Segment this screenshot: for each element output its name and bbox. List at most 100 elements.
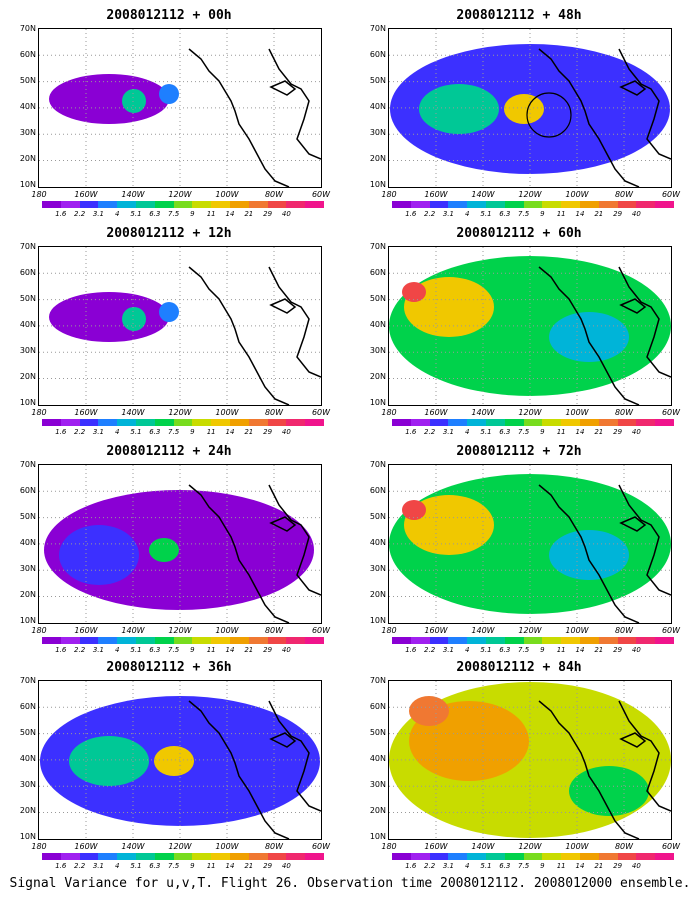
panel-title: 2008012112 + 24h xyxy=(106,444,232,459)
colorbar-swatch xyxy=(410,637,430,644)
colorbar-label: 14 xyxy=(575,646,585,654)
y-axis-label: 10N xyxy=(19,398,36,407)
y-axis-label: 70N xyxy=(19,460,36,469)
colorbar-swatch xyxy=(579,853,599,860)
x-axis-label: 60W xyxy=(311,842,331,851)
y-axis-label: 50N xyxy=(369,728,386,737)
colorbar-label: 4 xyxy=(464,428,470,436)
y-axis-label: 60N xyxy=(369,486,386,495)
colorbar-label: 9 xyxy=(540,210,545,218)
panel-title: 2008012112 + 00h xyxy=(106,8,232,23)
y-axis-label: 50N xyxy=(369,76,386,85)
colorbar-swatch xyxy=(561,201,580,208)
y-axis-label: 70N xyxy=(19,242,36,251)
colorbar-label: 14 xyxy=(225,646,235,654)
colorbar-swatch xyxy=(392,201,411,208)
colorbar-swatch xyxy=(117,637,136,644)
colorbar-label: 2.2 xyxy=(424,646,436,654)
colorbar-swatch xyxy=(305,419,324,426)
y-axis-label: 30N xyxy=(19,564,36,573)
x-axis-label: 120W xyxy=(168,626,192,635)
colorbar-swatch xyxy=(305,201,324,208)
x-axis-label: 80W xyxy=(264,190,284,199)
panel-title: 2008012112 + 48h xyxy=(456,8,582,23)
x-axis-label: 160W xyxy=(74,626,98,635)
colorbar-swatch xyxy=(173,419,193,426)
colorbar xyxy=(392,637,674,644)
colorbar xyxy=(392,853,674,860)
y-axis-label: 20N xyxy=(369,806,386,815)
colorbar-swatch xyxy=(504,419,524,426)
colorbar-label: 1.6 xyxy=(405,646,417,654)
colorbar-swatch xyxy=(286,201,306,208)
x-axis-label: 100W xyxy=(215,842,239,851)
colorbar-labels: 1.6 2.2 3.1 4 5.1 6.3 7.5 9 11 14 21 29 40 xyxy=(392,428,674,438)
colorbar-label: 3.1 xyxy=(92,428,104,436)
colorbar-swatch xyxy=(467,853,486,860)
x-axis-label: 120W xyxy=(168,190,192,199)
x-axis-label: 120W xyxy=(518,842,542,851)
colorbar-swatch xyxy=(117,201,136,208)
variance-contour xyxy=(404,495,494,555)
colorbar-label: 14 xyxy=(575,862,585,870)
coastline xyxy=(538,700,640,839)
colorbar-label: 40 xyxy=(281,210,291,218)
y-axis-label: 60N xyxy=(369,702,386,711)
colorbar-swatch xyxy=(229,419,249,426)
colorbar-swatch xyxy=(211,419,230,426)
x-axis-label: 140W xyxy=(471,190,495,199)
colorbar-label: 7.5 xyxy=(168,428,180,436)
colorbar-swatch xyxy=(485,853,505,860)
y-axis-label: 10N xyxy=(369,616,386,625)
colorbar-label: 6.3 xyxy=(149,646,161,654)
colorbar-label: 29 xyxy=(263,862,273,870)
colorbar-label: 40 xyxy=(631,862,641,870)
colorbar-swatch xyxy=(267,637,287,644)
colorbar-label: 4 xyxy=(114,646,120,654)
x-axis-label: 100W xyxy=(565,842,589,851)
x-axis-label: 140W xyxy=(471,842,495,851)
colorbar-label: 9 xyxy=(540,862,545,870)
colorbar-label: 3.1 xyxy=(92,862,104,870)
colorbar-label: 4 xyxy=(114,210,120,218)
variance-map xyxy=(389,247,671,405)
colorbar-swatch xyxy=(60,853,80,860)
x-axis-label: 100W xyxy=(215,626,239,635)
panel-title: 2008012112 + 36h xyxy=(106,660,232,675)
x-axis-label: 60W xyxy=(311,190,331,199)
coastline xyxy=(619,80,647,96)
colorbar-label: 7.5 xyxy=(518,646,530,654)
colorbar-label: 29 xyxy=(613,210,623,218)
observation-region-marker xyxy=(526,92,572,138)
colorbar-label: 4 xyxy=(114,862,120,870)
colorbar-swatch xyxy=(485,201,505,208)
x-axis-label: 60W xyxy=(311,626,331,635)
y-axis-label: 70N xyxy=(369,460,386,469)
map-frame xyxy=(38,464,322,624)
y-axis-label: 40N xyxy=(19,538,36,547)
variance-contour xyxy=(404,277,494,337)
x-axis-label: 160W xyxy=(74,190,98,199)
colorbar-swatch xyxy=(192,853,212,860)
coastline xyxy=(538,484,640,623)
colorbar-label: 2.2 xyxy=(74,862,86,870)
colorbar-swatch xyxy=(467,201,486,208)
colorbar-label: 40 xyxy=(281,646,291,654)
variance-contour xyxy=(159,302,179,322)
colorbar-label: 3.1 xyxy=(442,862,454,870)
variance-contour xyxy=(154,746,194,776)
colorbar-labels: 1.6 2.2 3.1 4 5.1 6.3 7.5 9 11 14 21 29 40 xyxy=(392,646,674,656)
colorbar-label: 5.1 xyxy=(130,210,142,218)
colorbar-label: 5.1 xyxy=(480,210,492,218)
colorbar-swatch xyxy=(429,201,449,208)
colorbar xyxy=(42,201,324,208)
y-axis-label: 60N xyxy=(369,268,386,277)
coastline xyxy=(269,80,297,96)
colorbar-label: 6.3 xyxy=(499,210,511,218)
colorbar-label: 5.1 xyxy=(130,646,142,654)
colorbar-swatch xyxy=(117,419,136,426)
colorbar-label: 11 xyxy=(206,862,216,870)
x-axis-label: 180 xyxy=(31,842,47,851)
colorbar-label: 9 xyxy=(190,210,195,218)
colorbar-label: 21 xyxy=(244,210,254,218)
